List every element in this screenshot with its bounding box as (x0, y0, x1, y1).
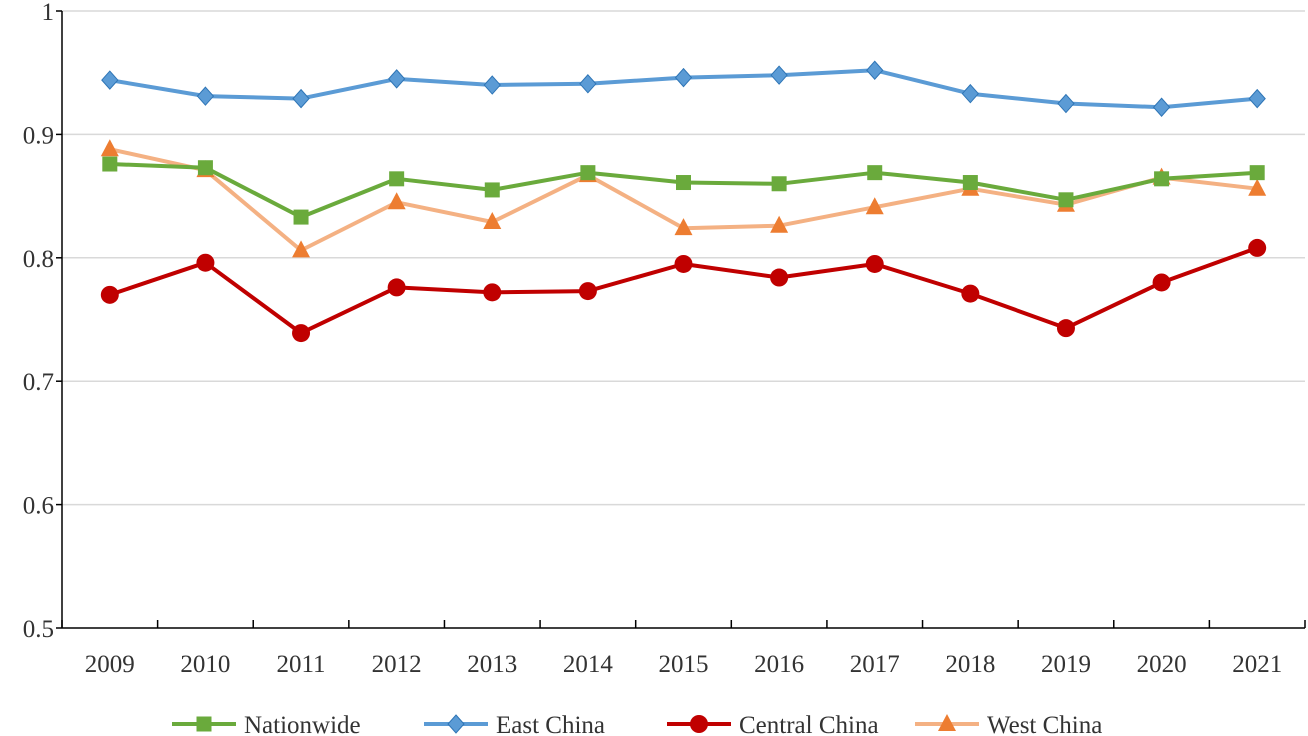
data-point-central-china-2021 (1248, 238, 1267, 257)
data-point-east-china-2020 (1152, 97, 1171, 118)
data-point-central-china-2013 (483, 283, 502, 302)
data-point-nationwide-2018 (962, 175, 978, 191)
data-point-nationwide-2010 (197, 160, 213, 176)
data-point-east-china-2021 (1248, 88, 1266, 109)
x-tick-label-2014: 2014 (563, 651, 614, 678)
series-line-nationwide (109, 162, 1258, 220)
series-east-china (101, 60, 1266, 118)
data-point-central-china-2015 (674, 254, 693, 273)
data-point-nationwide-2014 (580, 165, 596, 181)
data-point-nationwide-2021 (1249, 165, 1265, 181)
x-tick-label-2015: 2015 (659, 651, 709, 678)
data-point-central-china-2014 (578, 282, 597, 301)
data-point-east-china-2016 (770, 65, 788, 85)
data-point-east-china-2017 (866, 60, 884, 80)
x-tick-label-2009: 2009 (85, 651, 135, 678)
x-tick-label-2021: 2021 (1232, 651, 1282, 678)
data-point-central-china-2010 (196, 253, 215, 272)
legend-label-central-china: Central China (739, 712, 879, 736)
x-tick-label-2018: 2018 (945, 651, 995, 678)
data-point-nationwide-2012 (389, 171, 405, 187)
x-tick-label-2013: 2013 (467, 651, 517, 678)
data-point-central-china-2011 (292, 324, 311, 343)
data-point-nationwide-2019 (1058, 192, 1074, 208)
data-point-east-china-2018 (961, 83, 980, 104)
y-tick-label-0.7: 0.7 (23, 369, 54, 396)
legend-item-east-china: East China (424, 712, 605, 736)
data-point-central-china-2016 (770, 268, 789, 287)
x-tick-label-2017: 2017 (850, 651, 900, 678)
data-point-east-china-2011 (292, 88, 310, 109)
axes (56, 10, 1306, 629)
y-tick-label-1: 1 (42, 0, 55, 26)
series-line-west-china (109, 147, 1258, 253)
data-point-central-china-2020 (1152, 273, 1171, 292)
x-tick-label-2012: 2012 (372, 651, 422, 678)
data-point-west-china-2013 (483, 212, 502, 230)
data-point-central-china-2009 (100, 285, 119, 304)
legend-label-nationwide: Nationwide (244, 712, 361, 736)
data-point-east-china-2014 (579, 74, 597, 94)
legend-marker-west-china (938, 714, 956, 731)
tick-labels: 0.5 0.6 0.7 0.8 0.9 1 2009 2010 2011 2012 2013 2014… (23, 0, 1282, 678)
data-point-central-china-2017 (865, 254, 884, 273)
y-tick-label-0.8: 0.8 (23, 246, 54, 273)
legend-item-nationwide: Nationwide (172, 712, 361, 736)
data-point-east-china-2012 (387, 69, 406, 89)
legend-marker-central-china (690, 715, 708, 733)
data-point-east-china-2010 (196, 86, 215, 106)
data-point-nationwide-2013 (484, 182, 500, 198)
data-point-west-china-2011 (292, 240, 311, 258)
data-point-west-china-2017 (865, 197, 884, 215)
data-point-east-china-2009 (101, 70, 119, 90)
series-central-china (100, 238, 1267, 343)
data-point-nationwide-2009 (102, 156, 118, 172)
data-point-central-china-2018 (961, 284, 980, 303)
data-point-central-china-2012 (387, 278, 406, 297)
series-group (100, 60, 1267, 343)
series-west-china (100, 139, 1267, 258)
y-tick-label-0.6: 0.6 (23, 493, 54, 520)
data-point-nationwide-2016 (771, 176, 787, 192)
data-point-west-china-2009 (100, 139, 119, 157)
y-tick-label-0.5: 0.5 (23, 616, 54, 643)
legend: Nationwide East China Central China West Ch… (172, 712, 1102, 736)
data-point-east-china-2013 (483, 75, 501, 95)
data-point-nationwide-2015 (676, 175, 691, 191)
data-point-nationwide-2017 (867, 165, 883, 181)
legend-label-west-china: West China (987, 712, 1102, 736)
series-nationwide (102, 156, 1265, 225)
data-point-nationwide-2020 (1154, 171, 1170, 187)
data-point-east-china-2019 (1057, 93, 1075, 114)
data-point-west-china-2015 (674, 218, 693, 236)
legend-item-central-china: Central China (667, 712, 879, 736)
data-point-west-china-2016 (770, 215, 789, 233)
x-tick-label-2010: 2010 (180, 651, 230, 678)
x-tick-label-2016: 2016 (754, 651, 804, 678)
x-tick-label-2019: 2019 (1041, 651, 1091, 678)
data-point-nationwide-2011 (293, 209, 309, 225)
data-point-west-china-2012 (387, 192, 406, 210)
x-tick-label-2011: 2011 (276, 651, 325, 678)
y-tick-label-0.9: 0.9 (23, 122, 54, 149)
data-point-central-china-2019 (1056, 319, 1075, 338)
legend-marker-east-china (447, 714, 465, 734)
legend-marker-nationwide (196, 716, 212, 732)
legend-item-west-china: West China (915, 712, 1102, 736)
legend-label-east-china: East China (496, 712, 605, 736)
data-point-west-china-2021 (1248, 178, 1267, 196)
x-tick-label-2020: 2020 (1137, 651, 1187, 678)
data-point-east-china-2015 (674, 67, 693, 88)
